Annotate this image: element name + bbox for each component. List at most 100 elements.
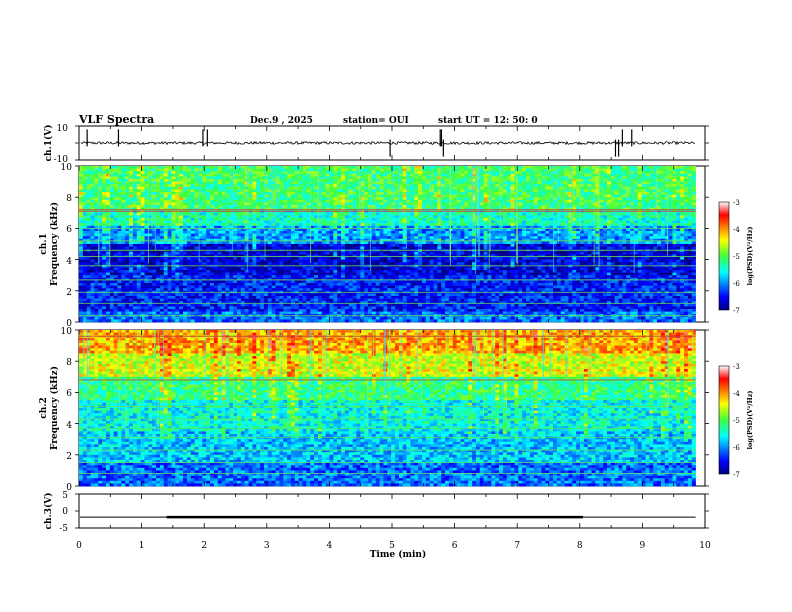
spectrogram-cell xyxy=(325,316,330,320)
spectrogram-cell xyxy=(244,171,249,175)
spectrogram-cell xyxy=(86,311,91,315)
spectrogram-cell xyxy=(82,179,87,182)
spectrogram-cell xyxy=(233,241,238,245)
spectrogram-cell xyxy=(279,215,284,219)
spectrogram-cell xyxy=(102,212,107,216)
spectrogram-cell xyxy=(198,309,203,312)
spectrogram-cell xyxy=(102,303,107,307)
spectrogram-cell xyxy=(102,288,107,292)
spectrogram-cell xyxy=(175,220,180,224)
spectrogram-cell xyxy=(287,179,292,182)
spectrogram-cell xyxy=(94,166,99,169)
spectrogram-cell xyxy=(321,186,326,190)
spectrogram-cell xyxy=(321,212,326,216)
spectrogram-cell xyxy=(356,207,361,211)
spectrogram-cell xyxy=(321,267,326,271)
spectrogram-cell xyxy=(136,301,141,305)
spectrogram-cell xyxy=(194,228,199,232)
spectrogram-cell xyxy=(267,244,272,247)
spectrogram-cell xyxy=(244,186,249,190)
spectrogram-cell xyxy=(221,262,226,266)
spectrogram-cell xyxy=(90,194,95,198)
spectrogram-cell xyxy=(325,283,330,286)
spectrogram-cell xyxy=(263,186,269,190)
spectrogram-cell xyxy=(140,309,145,312)
spectrogram-cell xyxy=(82,238,87,242)
spectrogram-cell xyxy=(98,254,103,258)
spectrogram-cell xyxy=(121,197,126,201)
spectrogram-cell xyxy=(206,298,211,302)
spectrogram-cell xyxy=(237,207,242,211)
spectrogram-cell xyxy=(210,259,215,263)
spectrogram-cell xyxy=(202,192,207,195)
spectrogram-cell xyxy=(140,306,145,310)
spectrogram-cell xyxy=(352,218,357,221)
spectrogram-cell xyxy=(375,288,380,292)
spectrogram-cell xyxy=(82,202,87,206)
spectrogram-cell xyxy=(341,303,346,307)
spectrogram-cell xyxy=(79,246,84,250)
spectrogram-cell xyxy=(298,225,303,229)
spectrogram-cell xyxy=(152,197,157,201)
spectrogram-cell xyxy=(283,272,288,276)
spectrogram-cell xyxy=(113,171,118,175)
spectrogram-cell xyxy=(206,246,211,250)
spectrogram-cell xyxy=(244,257,249,260)
spectrogram-cell xyxy=(317,179,323,182)
spectrogram-cell xyxy=(248,202,253,206)
spectrogram-cell xyxy=(294,202,299,206)
spectrogram-cell xyxy=(290,166,296,169)
spectrogram-cell xyxy=(102,181,107,185)
spectrogram-cell xyxy=(183,257,188,260)
spectrogram-cell xyxy=(263,238,269,242)
spectrogram-cell xyxy=(221,199,226,203)
spectrogram-cell xyxy=(310,319,315,323)
spectrogram-cell xyxy=(306,205,311,208)
spectrogram-cell xyxy=(210,251,215,255)
spectrogram-cell xyxy=(90,272,95,276)
spectrogram-cell xyxy=(233,303,238,307)
spectrogram-cell xyxy=(371,205,377,208)
spectrogram-cell xyxy=(167,228,172,232)
spectrogram-cell xyxy=(356,280,361,284)
spectrogram-cell xyxy=(356,246,361,250)
spectrogram-cell xyxy=(233,218,238,221)
spectrogram-cell xyxy=(290,285,296,289)
spectrogram-cell xyxy=(337,311,342,315)
spectrogram-cell xyxy=(144,231,149,234)
spectrogram-cell xyxy=(387,173,392,177)
spectrogram-cell xyxy=(341,197,346,201)
spectrogram-cell xyxy=(310,303,315,307)
spectrogram-cell xyxy=(294,246,299,250)
spectrogram-cell xyxy=(387,207,392,211)
spectrogram-cell xyxy=(129,184,134,188)
spectrogram-cell xyxy=(98,293,103,297)
spectrogram-cell xyxy=(325,205,330,208)
spectrogram-cell xyxy=(167,301,172,305)
spectrogram-cell xyxy=(221,251,226,255)
spectrogram-cell xyxy=(125,301,130,305)
spectrogram-cell xyxy=(248,212,253,216)
spectrogram-cell xyxy=(113,199,118,203)
spectrogram-cell xyxy=(159,259,165,263)
spectrogram-cell xyxy=(371,267,377,271)
spectrogram-cell xyxy=(379,246,384,250)
spectrogram-cell xyxy=(163,280,168,284)
spectrogram-cell xyxy=(379,202,384,206)
spectrogram-cell xyxy=(194,270,199,273)
spectrogram-cell xyxy=(225,293,230,297)
spectrogram-cell xyxy=(306,223,311,227)
spectrogram-cell xyxy=(117,233,122,237)
spectrogram-cell xyxy=(152,283,157,286)
spectrogram-cell xyxy=(364,202,369,206)
spectrogram-cell xyxy=(144,293,149,297)
spectrogram-cell xyxy=(206,288,211,292)
spectrogram-cell xyxy=(383,293,388,297)
spectrogram-cell xyxy=(152,236,157,240)
spectrogram-cell xyxy=(267,171,272,175)
spectrogram-cell xyxy=(344,262,350,266)
spectrogram-cell xyxy=(260,223,265,227)
spectrogram-cell xyxy=(337,257,342,260)
spectrogram-cell xyxy=(198,259,203,263)
spectrogram-cell xyxy=(317,231,323,234)
